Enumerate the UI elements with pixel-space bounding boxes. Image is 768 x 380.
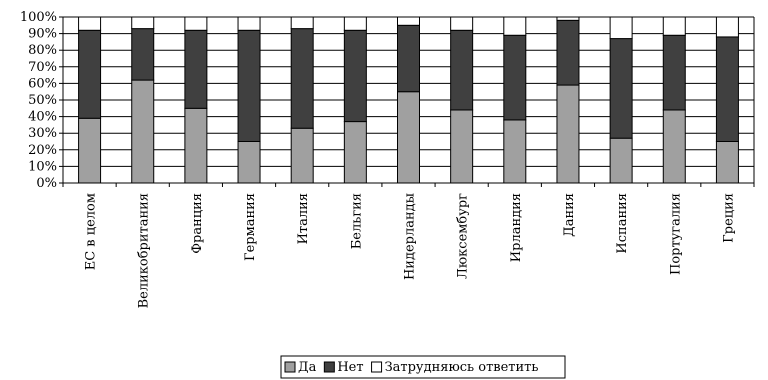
bar-segment-1 bbox=[609, 38, 633, 139]
bar-segment-2 bbox=[662, 16, 686, 36]
y-tick-label: 40% bbox=[28, 110, 57, 125]
bar-segment-0 bbox=[184, 107, 208, 184]
bar-segment-2 bbox=[131, 16, 155, 30]
bar-segment-2 bbox=[503, 16, 527, 36]
category-label: Ирландия bbox=[509, 193, 524, 262]
category-label: Люксембург bbox=[456, 193, 471, 279]
bar-segment-0 bbox=[715, 141, 739, 184]
legend-label-1: Нет bbox=[337, 360, 363, 375]
bar-segment-2 bbox=[343, 16, 367, 31]
y-tick-label: 60% bbox=[28, 76, 57, 91]
bar-segment-2 bbox=[450, 16, 474, 31]
bar-segment-0 bbox=[78, 117, 102, 184]
bar-segment-1 bbox=[184, 29, 208, 109]
bar-segment-2 bbox=[78, 16, 102, 31]
bar-segment-2 bbox=[715, 16, 739, 38]
category-labels: ЕС в целом Великобритания Франция Германия И… bbox=[84, 193, 737, 309]
bar-segment-1 bbox=[556, 19, 580, 86]
bar-segment-1 bbox=[343, 29, 367, 123]
y-tick-label: 50% bbox=[28, 93, 57, 108]
bar-segment-1 bbox=[78, 29, 102, 119]
legend-swatch-1 bbox=[323, 361, 335, 373]
bar-segment-0 bbox=[662, 109, 686, 184]
category-label: ЕС в целом bbox=[84, 193, 99, 270]
bar-segment-1 bbox=[450, 29, 474, 111]
y-tick-label: 80% bbox=[28, 43, 57, 58]
category-label: Италия bbox=[296, 193, 311, 244]
bar-segment-1 bbox=[131, 28, 155, 81]
bar-segment-2 bbox=[556, 16, 580, 21]
bar-segment-0 bbox=[556, 84, 580, 184]
bar-segment-1 bbox=[397, 24, 420, 93]
bar-segment-0 bbox=[237, 141, 261, 184]
bar-segment-2 bbox=[184, 16, 208, 31]
y-tick-label: 100% bbox=[20, 10, 57, 25]
bar-segment-0 bbox=[290, 127, 314, 184]
legend-box bbox=[280, 355, 566, 379]
bar-segment-0 bbox=[397, 91, 420, 184]
y-tick-label: 70% bbox=[28, 60, 57, 75]
legend-swatch-2 bbox=[371, 361, 383, 373]
category-label: Франция bbox=[190, 193, 205, 254]
bar-segment-1 bbox=[237, 29, 261, 143]
y-tick-label: 30% bbox=[28, 126, 57, 141]
bar-segment-1 bbox=[715, 36, 739, 142]
bar-segment-2 bbox=[290, 16, 314, 30]
legend-swatch-0 bbox=[284, 361, 296, 373]
category-label: Бельгия bbox=[349, 193, 364, 249]
category-label: Португалия bbox=[668, 193, 683, 275]
legend-label-2: Затрудняюсь ответить bbox=[385, 360, 539, 375]
bar-segment-1 bbox=[662, 34, 686, 111]
bar-segment-2 bbox=[237, 16, 261, 31]
category-label: Греция bbox=[721, 193, 736, 243]
bar-segment-2 bbox=[397, 16, 420, 26]
category-label: Нидерланды bbox=[403, 193, 418, 280]
y-tick-label: 90% bbox=[28, 27, 57, 42]
y-axis-ticks: 0% 10%20% 30%40% 50% 60%70% 80%90% 100% bbox=[20, 10, 63, 191]
bar-segment-0 bbox=[343, 121, 367, 184]
bar-segment-0 bbox=[450, 109, 474, 184]
category-label: Германия bbox=[243, 193, 258, 261]
y-tick-label: 10% bbox=[28, 159, 57, 174]
bar-segment-0 bbox=[609, 137, 633, 184]
legend: Да Нет Затрудняюсь ответить bbox=[280, 355, 566, 379]
y-tick-label: 0% bbox=[36, 176, 57, 191]
axes bbox=[62, 17, 755, 187]
legend-label-0: Да bbox=[298, 360, 317, 375]
category-label: Дания bbox=[562, 193, 577, 237]
bar-segment-0 bbox=[131, 79, 155, 184]
bar-segment-0 bbox=[503, 119, 527, 184]
bar-segment-2 bbox=[609, 16, 633, 40]
category-label: Испания bbox=[615, 193, 630, 254]
bar-segment-1 bbox=[290, 28, 314, 129]
bar-segment-1 bbox=[503, 34, 527, 121]
y-tick-label: 20% bbox=[28, 143, 57, 158]
bars bbox=[78, 16, 739, 184]
category-label: Великобритания bbox=[137, 193, 152, 308]
